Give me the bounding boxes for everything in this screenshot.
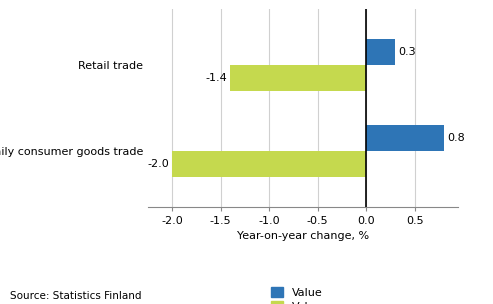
Bar <box>366 125 444 151</box>
Text: -1.4: -1.4 <box>206 73 227 83</box>
Bar <box>366 39 395 65</box>
X-axis label: Year-on-year change, %: Year-on-year change, % <box>237 231 369 241</box>
Text: 0.8: 0.8 <box>447 133 464 143</box>
Legend: Value, Volume: Value, Volume <box>272 287 333 304</box>
Bar <box>230 65 366 91</box>
Text: -2.0: -2.0 <box>147 159 169 169</box>
Bar <box>172 151 366 177</box>
Text: Source: Statistics Finland: Source: Statistics Finland <box>10 291 141 301</box>
Text: 0.3: 0.3 <box>398 47 416 57</box>
